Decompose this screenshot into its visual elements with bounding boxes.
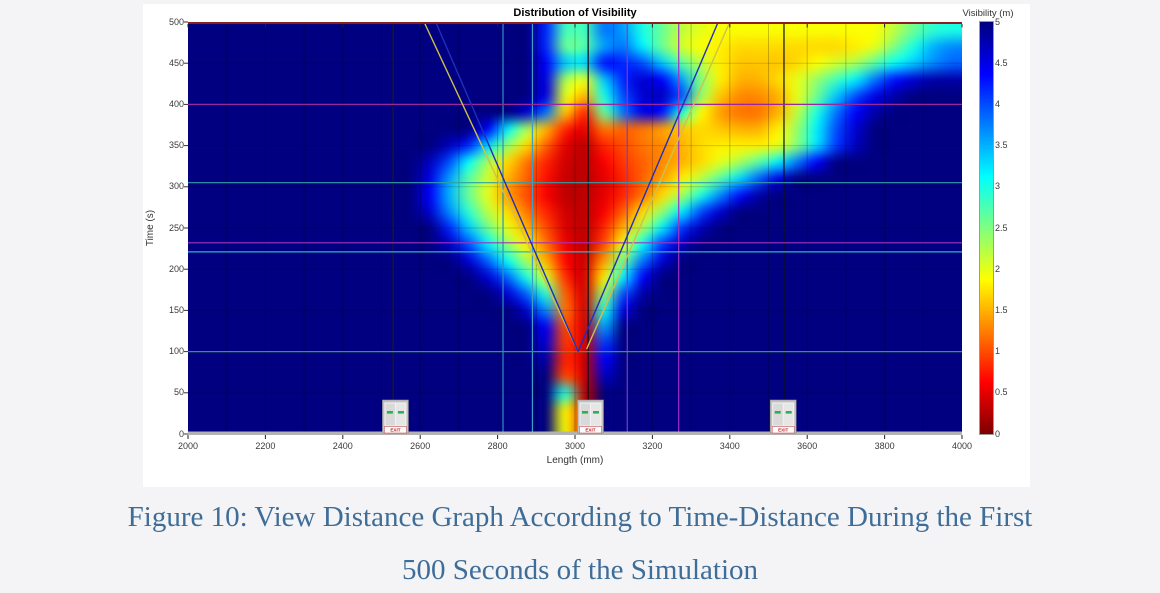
figure-caption: Figure 10: View Distance Graph According… bbox=[0, 491, 1160, 593]
y-tick-label: 100 bbox=[168, 346, 184, 357]
x-tick-label: 3000 bbox=[564, 441, 586, 451]
x-tick-label: 3200 bbox=[642, 441, 663, 451]
colorbar-label: Visibility (m) bbox=[962, 8, 1014, 19]
y-tick-label: 500 bbox=[168, 16, 184, 27]
x-tick-label: 3400 bbox=[719, 441, 740, 451]
colorbar-tick-label: 0.5 bbox=[995, 387, 1008, 398]
exit-door-label: EXIT bbox=[390, 428, 400, 433]
y-tick-label: 400 bbox=[168, 98, 184, 109]
x-tick-label: 2200 bbox=[255, 441, 276, 451]
y-tick-label: 200 bbox=[168, 263, 184, 274]
colorbar-tick-label: 1 bbox=[995, 346, 1001, 357]
colorbar-tick-label: 2.5 bbox=[995, 222, 1008, 233]
colorbar-tick-label: 0 bbox=[995, 428, 1001, 439]
x-axis-bar bbox=[188, 431, 962, 435]
colorbar-tick-label: 3 bbox=[995, 181, 1001, 192]
exit-door-label: EXIT bbox=[585, 428, 595, 433]
y-axis-label: Time (s) bbox=[145, 209, 156, 247]
exit-door-marker: EXIT bbox=[769, 399, 797, 434]
colorbar-tick-label: 4 bbox=[995, 98, 1001, 109]
plot-overlay: EXIT EXIT EXIT bbox=[184, 21, 963, 439]
trajectory-line bbox=[577, 21, 719, 352]
trajectory-line bbox=[435, 21, 579, 352]
y-tick-label: 350 bbox=[168, 140, 184, 151]
x-tick-label: 2400 bbox=[332, 441, 353, 451]
caption-line-1: Figure 10: View Distance Graph According… bbox=[127, 501, 1033, 533]
x-tick-label: 4000 bbox=[951, 441, 973, 451]
plot-top-border bbox=[188, 22, 962, 24]
x-tick-label: 2000 bbox=[177, 441, 199, 451]
exit-door-marker: EXIT bbox=[382, 399, 409, 434]
x-axis-label: Length (mm) bbox=[546, 455, 604, 466]
figure-card: Distribution of Visibility Visibility (m… bbox=[143, 4, 1030, 487]
x-tick-label: 3800 bbox=[874, 441, 895, 451]
chart-title: Distribution of Visibility bbox=[513, 7, 637, 19]
x-tick-label: 2600 bbox=[410, 441, 431, 451]
x-tick-label: 3600 bbox=[797, 441, 818, 451]
y-tick-label: 150 bbox=[168, 304, 184, 315]
colorbar-tick-label: 5 bbox=[995, 16, 1001, 27]
trajectory-line bbox=[585, 21, 731, 350]
colorbar bbox=[979, 21, 994, 435]
exit-door-marker: EXIT bbox=[577, 399, 604, 434]
caption-line-2: 500 Seconds of the Simulation bbox=[401, 554, 759, 586]
y-tick-label: 0 bbox=[178, 428, 184, 439]
y-tick-label: 450 bbox=[168, 57, 184, 68]
plot-area: EXIT EXIT EXIT bbox=[184, 21, 963, 439]
x-tick-label: 2800 bbox=[487, 441, 508, 451]
y-tick-label: 50 bbox=[173, 387, 184, 398]
colorbar-tick-label: 2 bbox=[995, 263, 1001, 274]
colorbar-tick-label: 3.5 bbox=[995, 140, 1008, 151]
trajectory-line bbox=[423, 21, 578, 350]
y-tick-label: 250 bbox=[168, 222, 184, 233]
colorbar-tick-label: 4.5 bbox=[995, 57, 1008, 68]
colorbar-tick-label: 1.5 bbox=[995, 304, 1008, 315]
y-tick-label: 300 bbox=[168, 181, 184, 192]
exit-door-label: EXIT bbox=[778, 428, 788, 433]
heatmap-canvas bbox=[188, 22, 962, 434]
